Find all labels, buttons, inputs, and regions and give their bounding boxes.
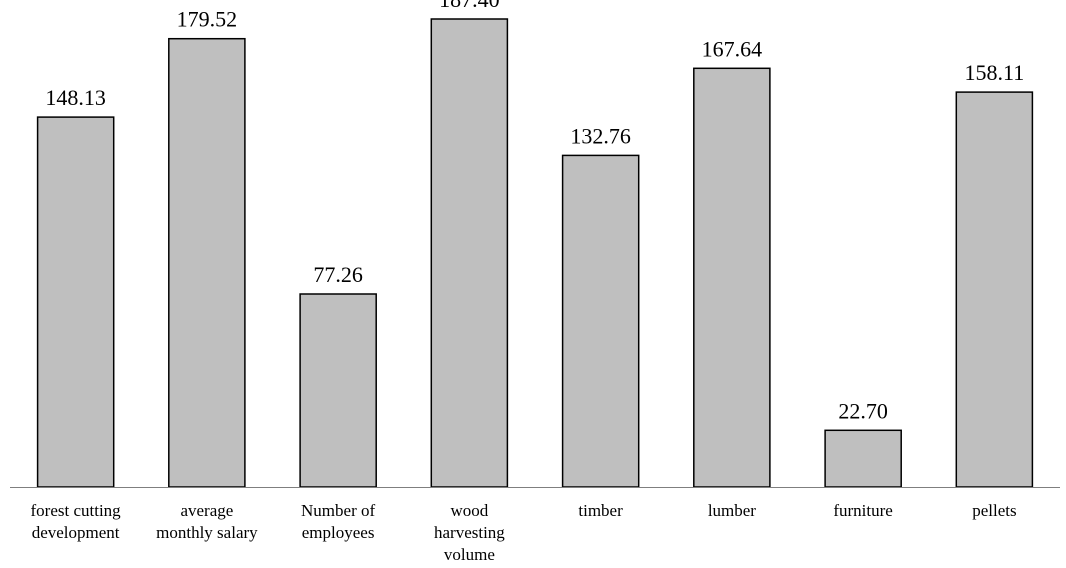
- x-tick-label-line: forest cutting: [31, 501, 122, 520]
- bar-2: [168, 37, 246, 488]
- bar-4: [430, 18, 509, 488]
- x-tick-label-3: Number of employees: [301, 501, 375, 542]
- value-label-3: 77.26: [313, 262, 363, 287]
- x-tick-label-2: average monthly salary: [156, 501, 258, 542]
- x-tick-label-line: furniture: [833, 501, 892, 520]
- value-label-7: 22.70: [838, 398, 888, 423]
- bars-layer: [36, 18, 1034, 488]
- value-label-5: 132.76: [570, 123, 631, 148]
- x-tick-label-line: development: [32, 523, 120, 542]
- tick-labels-layer: forest cutting development average monthly …: [31, 501, 1017, 564]
- x-tick-label-line: monthly salary: [156, 523, 258, 542]
- x-tick-label-line: pellets: [972, 501, 1016, 520]
- bar-3: [299, 293, 377, 488]
- x-tick-label-line: Number of: [301, 501, 375, 520]
- bar-7: [824, 429, 902, 488]
- x-tick-label-line: volume: [444, 545, 495, 564]
- bar-6: [693, 67, 771, 488]
- x-tick-label-line: lumber: [708, 501, 756, 520]
- bar-1: [36, 116, 115, 488]
- value-label-1: 148.13: [45, 85, 106, 110]
- value-label-2: 179.52: [177, 7, 238, 32]
- bar-8: [955, 91, 1034, 488]
- x-tick-label-line: average: [180, 501, 233, 520]
- value-labels-layer: 148.13 179.52 77.26 187.40 132.76 167.64 22.70…: [45, 0, 1024, 423]
- x-tick-label-line: harvesting: [434, 523, 505, 542]
- x-tick-label-line: timber: [578, 501, 623, 520]
- x-tick-label-5: timber: [578, 501, 623, 520]
- x-tick-label-4: wood harvesting volume: [434, 501, 505, 564]
- value-label-6: 167.64: [702, 36, 763, 61]
- x-tick-label-line: employees: [302, 523, 375, 542]
- x-tick-label-7: furniture: [833, 501, 892, 520]
- x-tick-label-1: forest cutting development: [31, 501, 122, 542]
- value-label-4: 187.40: [439, 0, 500, 12]
- x-tick-label-6: lumber: [708, 501, 756, 520]
- value-label-8: 158.11: [965, 60, 1025, 85]
- x-tick-label-8: pellets: [972, 501, 1016, 520]
- x-tick-label-line: wood: [451, 501, 489, 520]
- bar-5: [561, 154, 640, 488]
